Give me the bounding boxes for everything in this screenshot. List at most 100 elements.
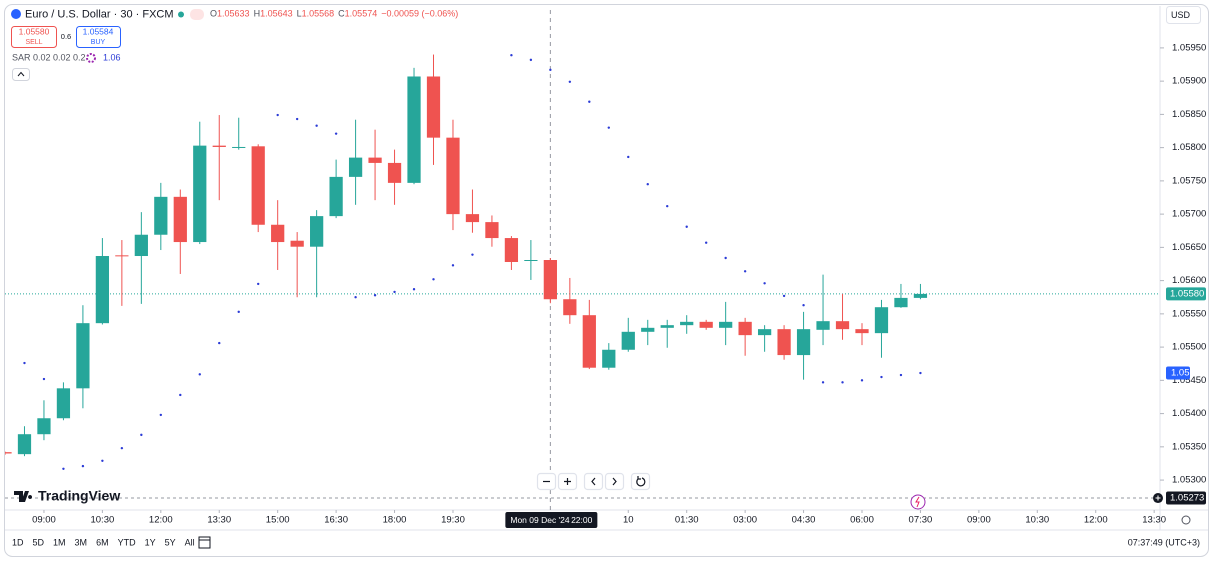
candle-body bbox=[212, 145, 226, 147]
sar-dot bbox=[724, 256, 727, 260]
sell-button[interactable] bbox=[11, 26, 57, 48]
collapse-button[interactable] bbox=[12, 68, 30, 81]
x-tick-label: 07:30 bbox=[909, 515, 933, 526]
candle-body bbox=[37, 418, 51, 435]
buy-button[interactable] bbox=[76, 26, 121, 48]
x-tick-label: 10:30 bbox=[90, 515, 114, 526]
range-button[interactable]: All bbox=[185, 537, 195, 547]
data-status[interactable] bbox=[190, 9, 204, 20]
candle-body bbox=[563, 299, 577, 316]
candle-body bbox=[348, 157, 363, 177]
candle-body bbox=[329, 176, 343, 217]
market-status[interactable] bbox=[178, 11, 184, 18]
currency-button[interactable] bbox=[1166, 6, 1201, 24]
sar-dot bbox=[880, 375, 883, 379]
ohlc-change: −0.00059 (−0.06%) bbox=[381, 9, 458, 19]
scroll-right[interactable] bbox=[604, 472, 625, 491]
x-tick-label: 12:00 bbox=[149, 515, 173, 526]
scroll-left[interactable] bbox=[583, 472, 604, 491]
frame bbox=[4, 4, 1209, 557]
ohlc-key: O bbox=[210, 9, 217, 19]
sar-dot bbox=[802, 304, 805, 307]
sar-dot bbox=[432, 278, 435, 281]
range-button[interactable]: 5Y bbox=[165, 537, 176, 547]
candle-body bbox=[232, 146, 246, 148]
sar-dot bbox=[373, 294, 377, 297]
currency: USD bbox=[1171, 10, 1191, 20]
candle-body bbox=[874, 307, 889, 334]
candle-body bbox=[777, 329, 791, 356]
candle-body bbox=[816, 321, 830, 330]
sar-dot bbox=[179, 393, 182, 397]
candle-body bbox=[660, 325, 674, 328]
scroll-right-icon bbox=[612, 477, 617, 486]
y-tick-label: 1.05450 bbox=[1172, 375, 1206, 386]
candle-body bbox=[115, 255, 129, 257]
range-button[interactable]: 5D bbox=[33, 537, 45, 547]
brand-name: TradingView bbox=[38, 488, 120, 504]
sar-dot bbox=[510, 54, 513, 57]
sar-dot bbox=[529, 58, 533, 62]
ohlc-value: 1.05633 bbox=[217, 9, 250, 19]
range-button[interactable]: 3M bbox=[75, 537, 88, 547]
candle-body bbox=[602, 349, 616, 368]
sar-dot bbox=[860, 379, 864, 382]
indicator-icon[interactable] bbox=[86, 53, 96, 63]
indicator-name[interactable]: SAR 0.02 0.02 0.2 bbox=[12, 52, 86, 62]
candle-body bbox=[504, 238, 519, 262]
sar-dot bbox=[782, 294, 786, 298]
plot-area bbox=[5, 10, 1160, 510]
y-tick-label: 1.05750 bbox=[1172, 175, 1206, 186]
sar-dot bbox=[393, 290, 396, 294]
candle-body bbox=[524, 260, 538, 261]
ohlc-key: C bbox=[338, 9, 345, 19]
x-tick-label: 16:30 bbox=[324, 515, 348, 526]
sar-dot bbox=[315, 124, 318, 127]
x-tick-label: 10:30 bbox=[1025, 515, 1049, 526]
range-button[interactable]: 1D bbox=[12, 537, 24, 547]
sar-dot bbox=[627, 155, 630, 159]
candle-body bbox=[621, 331, 635, 350]
candle-body bbox=[465, 214, 480, 223]
sar-dot bbox=[334, 132, 338, 135]
candle-body bbox=[56, 388, 71, 419]
sar-dot bbox=[549, 68, 552, 72]
range-button[interactable]: 1M bbox=[53, 537, 66, 547]
x-tick-label: 09:00 bbox=[32, 515, 56, 526]
sar-dot bbox=[588, 100, 591, 103]
sar-dot bbox=[237, 310, 240, 314]
symbol-title[interactable]: Euro / U.S. Dollar · 30 · FXCM bbox=[25, 8, 174, 20]
candle-body bbox=[271, 224, 285, 243]
range-button[interactable]: 1Y bbox=[145, 537, 156, 547]
candle-body bbox=[76, 323, 90, 389]
candle-body bbox=[426, 76, 441, 138]
crosshair-date: Mon 09 Dec '24 bbox=[510, 515, 570, 525]
candle-body bbox=[582, 315, 596, 368]
sar-dot bbox=[198, 373, 201, 376]
candle-body bbox=[680, 321, 694, 326]
y-tick-label: 1.05350 bbox=[1172, 441, 1206, 452]
range-button[interactable]: YTD bbox=[118, 537, 137, 547]
settings-icon[interactable] bbox=[1181, 515, 1191, 525]
navigation bbox=[536, 472, 651, 491]
sar-dot bbox=[101, 459, 104, 462]
candle-body bbox=[251, 146, 265, 225]
candle-body bbox=[193, 145, 207, 243]
candle-body bbox=[485, 222, 499, 239]
sar-dot bbox=[821, 381, 825, 384]
ohlc-legend: O1.05633 H1.05643 L1.05568 C1.05574 −0.00059… bbox=[210, 9, 458, 19]
reset-icon bbox=[636, 476, 646, 487]
range-button[interactable]: 6M bbox=[96, 537, 109, 547]
events-bolt bbox=[915, 496, 920, 508]
sar-dot bbox=[451, 264, 455, 267]
sar-dot bbox=[607, 126, 610, 129]
reset-chart[interactable] bbox=[630, 472, 651, 491]
x-tick-label: 18:00 bbox=[383, 515, 407, 526]
crosshair-time: 22:00 bbox=[571, 515, 593, 525]
date-range-icon[interactable] bbox=[198, 536, 211, 549]
x-tick-label: 06:00 bbox=[850, 515, 874, 526]
alert-add-icon bbox=[1155, 495, 1161, 501]
collapse-icon bbox=[17, 71, 25, 77]
y-tick-label: 1.05950 bbox=[1172, 42, 1206, 53]
